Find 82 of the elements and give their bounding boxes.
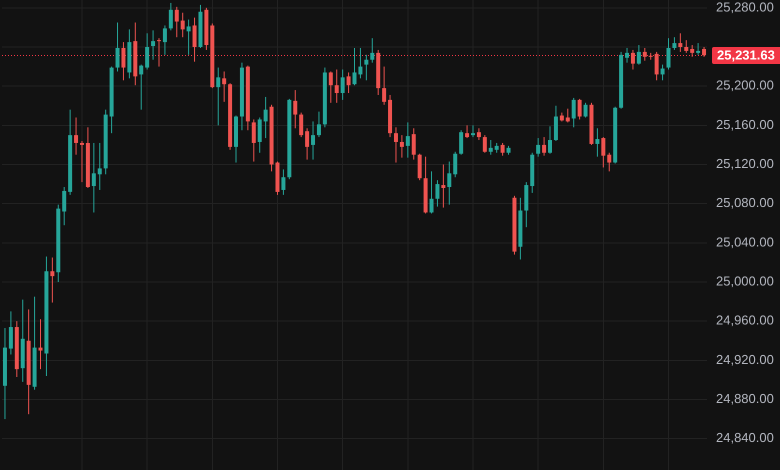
candlestick	[630, 49, 635, 70]
candlestick	[162, 24, 167, 56]
candlestick	[702, 46, 706, 58]
candlestick	[672, 36, 676, 50]
candlestick	[316, 111, 321, 138]
y-tick-label: 25,120.00	[716, 156, 774, 172]
candlestick	[222, 70, 226, 102]
candlestick	[636, 44, 641, 66]
candlestick	[216, 67, 220, 126]
y-tick-label: 24,960.00	[716, 312, 774, 328]
candlestick	[305, 128, 310, 160]
candlestick	[258, 117, 262, 154]
candlestick	[370, 38, 374, 64]
candlestick	[459, 130, 464, 156]
candlestick	[441, 164, 446, 208]
candlestick	[678, 32, 682, 52]
y-tick-label: 25,000.00	[716, 274, 774, 289]
candlestick	[145, 32, 150, 70]
candlestick	[328, 70, 333, 104]
candlestick	[293, 90, 298, 129]
candlestick	[364, 54, 368, 81]
candlestick	[334, 69, 339, 104]
candlestick	[168, 2, 173, 31]
y-tick-label: 25,200.00	[716, 78, 774, 93]
candlestick	[660, 64, 665, 81]
y-tick-label: 25,040.00	[716, 234, 774, 250]
candlestick	[435, 180, 440, 208]
y-tick-label: 25,280.00	[716, 0, 774, 14]
candlestick	[500, 142, 505, 156]
candlestick	[482, 134, 487, 154]
candlestick	[186, 19, 191, 56]
candlestick	[121, 42, 126, 81]
candlestick	[572, 97, 576, 128]
candlestick	[192, 17, 197, 62]
candlestick	[151, 30, 156, 60]
candlestick	[139, 64, 144, 110]
ref-line-label: 25,231.63	[717, 48, 775, 63]
y-tick-label: 24,880.00	[716, 391, 774, 406]
y-tick-label: 24,920.00	[716, 352, 774, 367]
candlestick	[299, 112, 304, 138]
candlestick	[116, 22, 120, 72]
candlestick	[418, 153, 422, 181]
candlestick	[476, 128, 481, 141]
candlestick	[74, 117, 78, 156]
y-tick-label: 25,160.00	[716, 116, 774, 132]
candlestick	[264, 96, 268, 139]
candlestick	[352, 47, 356, 86]
candlestick	[654, 51, 659, 81]
candlestick	[548, 126, 552, 154]
candlestick	[394, 126, 398, 164]
candlestick	[625, 47, 630, 64]
candlestick	[566, 108, 570, 123]
candlestick	[382, 66, 386, 106]
candlestick	[696, 42, 700, 56]
candlestick	[465, 124, 470, 139]
candlestick	[666, 38, 670, 70]
candlestick	[406, 122, 410, 158]
y-tick-label: 24,840.00	[716, 430, 774, 446]
candlestick	[252, 118, 256, 162]
candlestick	[430, 170, 434, 214]
candlestick	[156, 38, 161, 68]
candlestick	[400, 134, 404, 158]
candlestick	[38, 318, 43, 370]
candlestick	[584, 102, 588, 118]
candlestick	[542, 136, 546, 156]
candlestick	[50, 257, 54, 304]
candlestick	[311, 120, 316, 160]
candlestick	[98, 142, 102, 190]
candlestick	[8, 310, 13, 355]
candlestick	[80, 140, 84, 183]
candlestick	[578, 98, 582, 120]
candlestick	[281, 168, 286, 196]
y-tick-label: 25,080.00	[716, 195, 774, 210]
candlestick	[412, 128, 416, 160]
candlestick	[358, 47, 362, 79]
candlestick	[595, 128, 600, 158]
candlestick	[554, 105, 558, 142]
candlestick	[536, 138, 540, 158]
candlestick	[346, 72, 351, 94]
candlestick	[92, 142, 96, 213]
candlestick	[340, 69, 345, 100]
candlestick	[470, 124, 475, 138]
